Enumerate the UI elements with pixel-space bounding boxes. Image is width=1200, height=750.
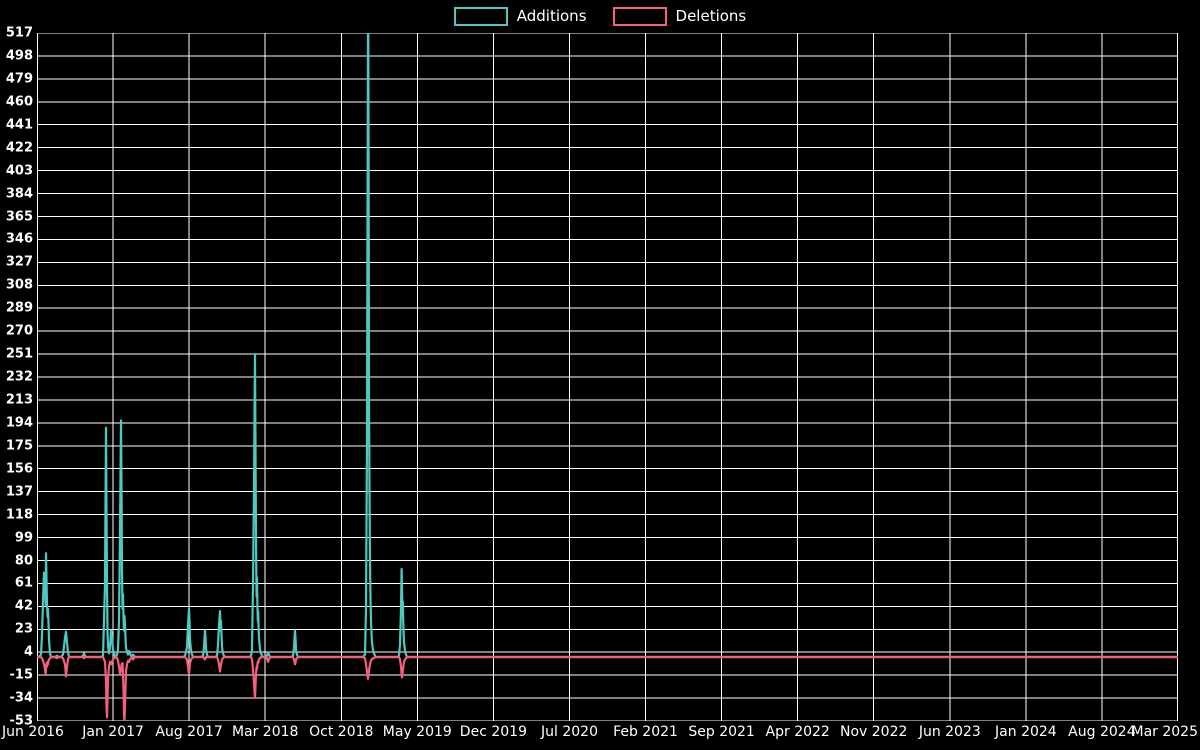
x-tick-label: Feb 2021 (613, 724, 678, 740)
y-tick-label: 479 (5, 71, 33, 87)
y-tick-label: 251 (5, 346, 33, 362)
x-tick-label: Mar 2018 (231, 724, 299, 740)
y-tick-label: 137 (5, 484, 33, 500)
x-tick-label: Jan 2024 (995, 724, 1057, 740)
x-axis-labels: Jun 2016 Jan 2017 Aug 2017 Mar 2018 Oct 2018… (0, 722, 1200, 750)
chart-legend: Additions Deletions (0, 0, 1200, 33)
y-tick-label: 175 (5, 438, 33, 454)
y-tick-label: 346 (5, 231, 33, 247)
y-tick-label: -15 (9, 667, 34, 683)
x-tick-label: Apr 2022 (765, 724, 830, 740)
x-tick-label: Jun 2016 (2, 724, 64, 740)
y-tick-label: 327 (5, 254, 33, 270)
plot-area (37, 33, 1178, 721)
y-tick-label: 460 (5, 94, 33, 110)
x-tick-label: Jan 2017 (82, 724, 144, 740)
y-tick-label: 517 (5, 25, 33, 41)
legend-item-deletions[interactable]: Deletions (612, 7, 747, 26)
legend-swatch-deletions (612, 7, 667, 26)
y-tick-label: 384 (5, 186, 33, 201)
data-series-layer (37, 33, 1178, 721)
y-tick-label: 498 (5, 48, 33, 64)
y-tick-label: 441 (5, 117, 33, 133)
grid-lines (37, 33, 1178, 721)
y-tick-label: 365 (5, 209, 33, 224)
y-tick-label: 289 (5, 300, 33, 316)
y-tick-label: 23 (14, 621, 33, 637)
y-tick-label: 270 (5, 323, 33, 339)
y-tick-label: 99 (14, 530, 33, 545)
y-axis-labels: 517 498 479 460 441 422 403 384 365 346 327 308 289 2… (0, 27, 37, 728)
x-tick-label: May 2019 (382, 724, 452, 740)
legend-label-additions: Additions (516, 7, 587, 25)
y-tick-label: 213 (5, 392, 33, 408)
x-tick-label: Jul 2020 (541, 724, 598, 740)
legend-label-deletions: Deletions (675, 7, 747, 25)
y-tick-label: 156 (5, 461, 33, 477)
y-tick-label: 232 (5, 369, 33, 385)
y-tick-label: 80 (14, 553, 33, 568)
legend-item-additions[interactable]: Additions (453, 7, 587, 26)
x-tick-label: Aug 2017 (155, 724, 223, 740)
y-tick-label: 61 (14, 575, 33, 591)
y-tick-label: 118 (5, 507, 33, 523)
y-tick-label: 422 (5, 140, 33, 156)
x-tick-label: Jun 2023 (918, 724, 981, 740)
y-tick-label: 403 (5, 163, 33, 179)
x-tick-label: Dec 2019 (459, 724, 527, 740)
x-tick-label: Oct 2018 (309, 724, 374, 740)
y-tick-label: 194 (5, 415, 33, 431)
x-tick-label: Mar 2025 (1131, 724, 1199, 740)
x-tick-label: Nov 2022 (839, 724, 908, 740)
y-tick-label: 42 (14, 598, 33, 614)
y-tick-label: 308 (5, 277, 33, 293)
y-tick-label: -53 (9, 713, 34, 729)
x-tick-label: Aug 2024 (1068, 724, 1136, 740)
y-tick-label: 4 (23, 644, 33, 660)
y-tick-label: -34 (9, 690, 34, 706)
x-tick-label: Sep 2021 (688, 724, 755, 740)
legend-swatch-additions (453, 7, 508, 26)
